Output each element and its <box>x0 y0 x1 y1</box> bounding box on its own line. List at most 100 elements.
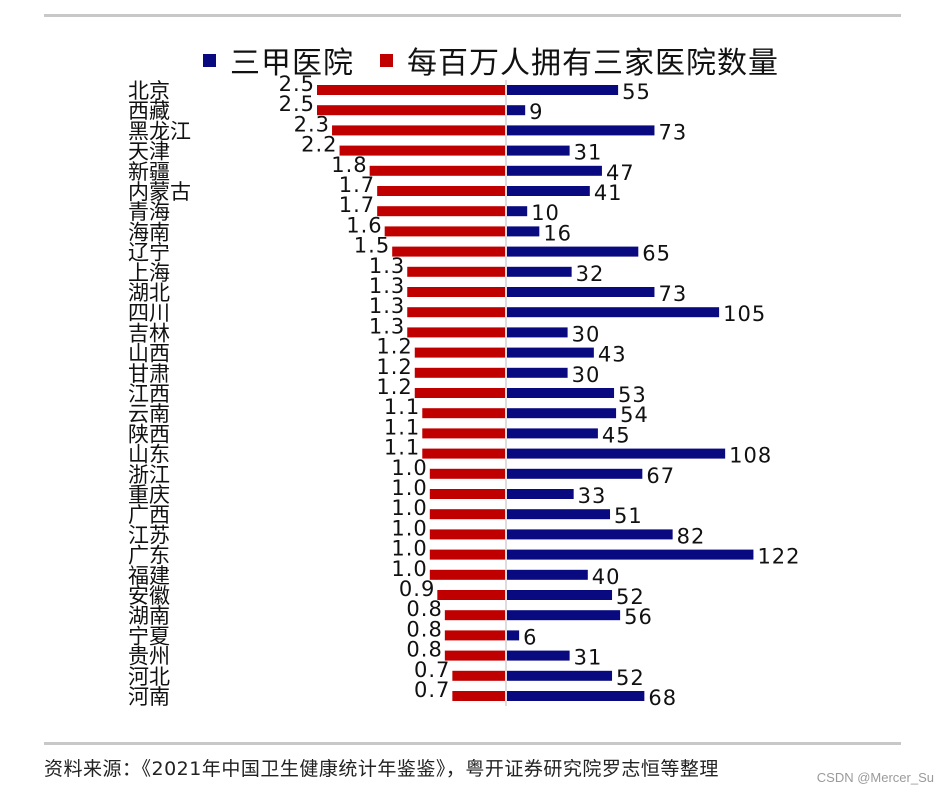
category-label-26: 湖南 <box>128 604 170 628</box>
category-label-3: 天津 <box>128 140 170 164</box>
bar-per-million-24 <box>429 569 505 580</box>
source-note: 资料来源：《2021年中国卫生健康统计年鉴鉴》，粤开证券研究院罗志恒等整理 <box>44 758 719 780</box>
category-label-15: 江西 <box>128 382 170 406</box>
data-label-hospitals-5: 41 <box>594 181 623 205</box>
bar-hospitals-11 <box>507 307 720 318</box>
bar-per-million-10 <box>407 287 505 297</box>
legend-label-per-million: 每百万人拥有三家医院数量 <box>407 46 779 81</box>
bar-per-million-25 <box>437 590 505 600</box>
bar-hospitals-28 <box>507 650 570 661</box>
bar-hospitals-19 <box>507 468 643 479</box>
data-label-per-million-4: 1.8 <box>331 153 367 177</box>
bar-hospitals-27 <box>507 630 520 641</box>
bar-per-million-14 <box>414 367 505 378</box>
category-label-25: 安徽 <box>128 584 170 608</box>
bar-hospitals-12 <box>507 327 568 338</box>
bar-per-million-19 <box>429 468 505 479</box>
bar-hospitals-7 <box>507 226 540 237</box>
bar-chart: 北京 55 2.5 西藏 9 2.5 黑龙江 73 2.3 天津 31 2.2 新疆 47 1.8 内蒙古 41… <box>128 72 800 710</box>
data-label-per-million-12: 1.3 <box>369 314 405 338</box>
bar-hospitals-18 <box>507 448 726 459</box>
data-label-per-million-8: 1.5 <box>354 234 390 258</box>
category-label-19: 浙江 <box>128 463 170 487</box>
bar-hospitals-22 <box>507 529 673 540</box>
category-label-7: 海南 <box>128 220 170 244</box>
data-label-hospitals-2: 73 <box>658 120 687 144</box>
data-label-hospitals-3: 31 <box>574 141 603 165</box>
data-label-per-million-1: 2.5 <box>279 92 315 116</box>
bar-per-million-20 <box>429 489 505 499</box>
data-label-per-million-22: 1.0 <box>391 516 427 540</box>
data-label-per-million-6: 1.7 <box>339 193 375 217</box>
data-label-hospitals-24: 40 <box>592 565 621 589</box>
category-label-28: 贵州 <box>128 645 170 669</box>
bar-per-million-15 <box>414 388 505 398</box>
bar-per-million-28 <box>444 650 505 661</box>
bar-hospitals-6 <box>507 206 528 217</box>
data-label-hospitals-0: 55 <box>622 80 651 104</box>
data-label-per-million-18: 1.1 <box>384 436 420 460</box>
data-label-hospitals-30: 68 <box>648 686 677 710</box>
bar-hospitals-0 <box>507 85 619 95</box>
data-label-hospitals-13: 43 <box>598 343 627 367</box>
category-label-17: 陕西 <box>128 422 170 446</box>
bar-per-million-27 <box>444 630 505 641</box>
bar-per-million-7 <box>384 226 505 237</box>
bar-per-million-18 <box>422 448 505 459</box>
bar-hospitals-4 <box>507 165 602 176</box>
data-label-per-million-19: 1.0 <box>391 456 427 480</box>
top-rule <box>44 14 901 17</box>
bar-per-million-13 <box>414 347 505 358</box>
category-label-13: 山西 <box>128 342 170 366</box>
legend-item-hospitals: 三甲医院 <box>203 38 354 82</box>
category-label-4: 新疆 <box>128 160 170 184</box>
category-label-2: 黑龙江 <box>128 119 191 143</box>
bar-per-million-21 <box>429 509 505 520</box>
data-label-per-million-23: 1.0 <box>391 537 427 561</box>
data-label-hospitals-15: 53 <box>618 383 647 407</box>
data-label-hospitals-11: 105 <box>723 302 766 326</box>
category-label-18: 山东 <box>128 443 170 467</box>
data-label-hospitals-26: 56 <box>624 605 653 629</box>
bar-per-million-26 <box>444 610 505 621</box>
category-label-20: 重庆 <box>128 483 170 507</box>
watermark: CSDN @Mercer_Su <box>816 770 934 785</box>
data-label-hospitals-8: 65 <box>642 242 671 266</box>
data-label-per-million-29: 0.7 <box>414 658 450 682</box>
data-label-per-million-5: 1.7 <box>339 173 375 197</box>
data-label-per-million-16: 1.1 <box>384 395 420 419</box>
data-label-hospitals-23: 122 <box>757 545 800 569</box>
bar-per-million-2 <box>332 125 505 136</box>
data-label-per-million-25: 0.9 <box>399 577 435 601</box>
data-label-per-million-24: 1.0 <box>391 557 427 581</box>
data-label-per-million-27: 0.8 <box>406 617 442 641</box>
bar-per-million-29 <box>452 670 505 681</box>
data-label-hospitals-7: 16 <box>543 221 572 245</box>
legend-swatch-hospitals <box>203 53 216 67</box>
data-label-hospitals-25: 52 <box>616 585 645 609</box>
data-label-hospitals-19: 67 <box>646 464 675 488</box>
bar-hospitals-21 <box>507 509 611 520</box>
bar-hospitals-17 <box>507 428 598 439</box>
data-label-hospitals-10: 73 <box>658 282 687 306</box>
bar-per-million-16 <box>422 408 505 419</box>
bar-hospitals-26 <box>507 610 621 621</box>
bar-hospitals-25 <box>507 590 613 600</box>
bar-hospitals-10 <box>507 287 655 297</box>
data-label-per-million-10: 1.3 <box>369 274 405 298</box>
data-label-hospitals-18: 108 <box>729 444 772 468</box>
data-label-per-million-0: 2.5 <box>279 72 315 96</box>
bar-per-million-0 <box>317 85 505 95</box>
data-label-per-million-30: 0.7 <box>414 678 450 702</box>
data-label-per-million-15: 1.2 <box>376 375 412 399</box>
bar-per-million-9 <box>407 266 505 277</box>
bottom-rule <box>44 742 901 745</box>
category-label-0: 北京 <box>128 79 170 103</box>
category-label-5: 内蒙古 <box>128 180 191 204</box>
bar-hospitals-5 <box>507 186 590 196</box>
bar-per-million-30 <box>452 691 505 701</box>
bar-hospitals-1 <box>507 105 526 116</box>
data-label-per-million-21: 1.0 <box>391 496 427 520</box>
data-label-per-million-13: 1.2 <box>376 335 412 359</box>
bar-per-million-11 <box>407 307 505 318</box>
